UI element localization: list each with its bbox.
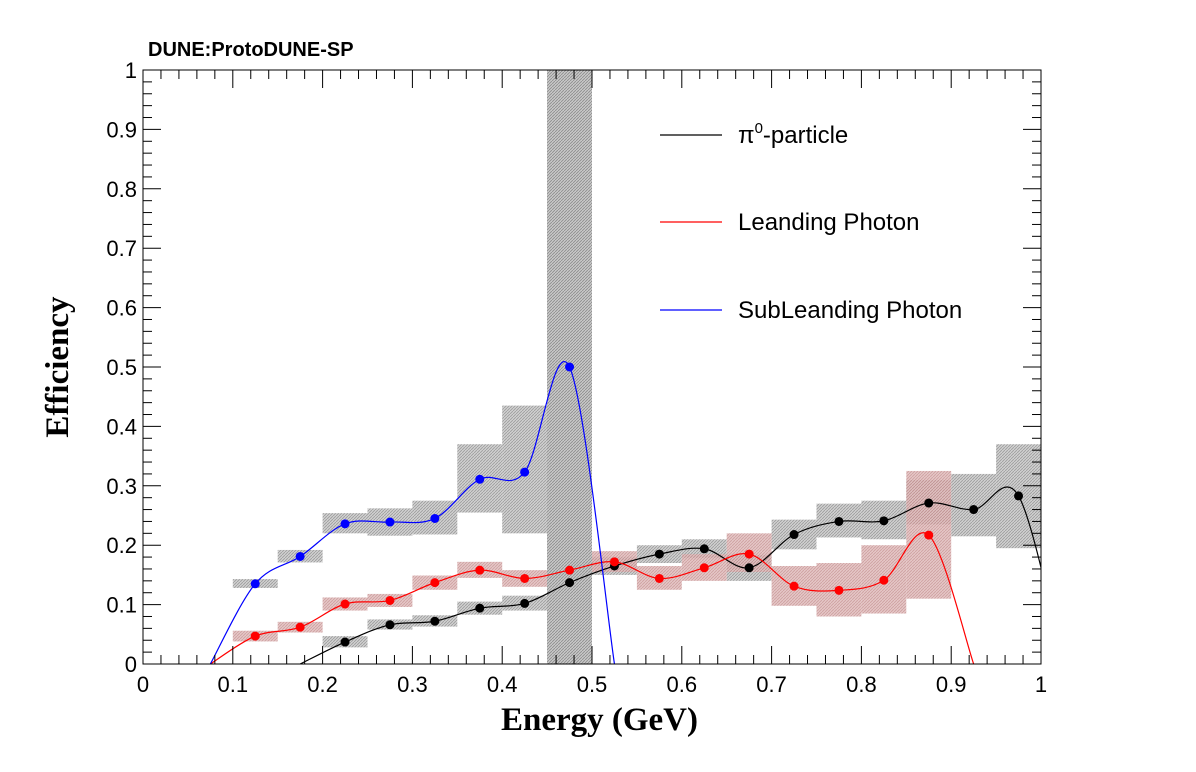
legend-label-pi0: π0-particle bbox=[738, 120, 848, 149]
axes: 0 0.1 0.2 0.3 0.4 0.5 0.6 0.7 0.8 0.9 1 0 0.1 0.2 0.3 0… bbox=[106, 58, 1047, 697]
point-leanding-photon-1 bbox=[295, 622, 305, 632]
legend-label-pi0-main: π bbox=[738, 122, 755, 149]
point-particle-12 bbox=[879, 516, 889, 526]
x-tick-label-3: 0.3 bbox=[397, 672, 428, 697]
legend-label-pi0-rest: -particle bbox=[763, 122, 848, 149]
point-leanding-photon-12 bbox=[789, 581, 799, 591]
y-tick-label-7: 0.7 bbox=[106, 236, 137, 261]
point-leanding-photon-11 bbox=[744, 549, 754, 559]
point-particle-10 bbox=[789, 530, 799, 540]
y-tick-label-4: 0.4 bbox=[106, 414, 137, 439]
x-tick-label-9: 0.9 bbox=[936, 672, 967, 697]
point-particle-7 bbox=[654, 549, 664, 559]
point-particle-14 bbox=[969, 505, 979, 515]
point-leanding-photon-13 bbox=[834, 585, 844, 595]
x-tick-label-8: 0.8 bbox=[846, 672, 877, 697]
point-particle-15 bbox=[1014, 491, 1024, 501]
point-particle-3 bbox=[475, 603, 485, 613]
point-subleanding-photon-6 bbox=[520, 467, 530, 477]
point-particle-2 bbox=[430, 616, 440, 626]
curve-subleanding-photon bbox=[209, 361, 616, 664]
y-tick-label-8: 0.8 bbox=[106, 177, 137, 202]
x-tick-label-2: 0.2 bbox=[307, 672, 338, 697]
y-tick-label-5: 0.5 bbox=[106, 355, 137, 380]
point-particle-13 bbox=[924, 498, 934, 508]
legend-label-leading-photon: Leanding Photon bbox=[738, 209, 920, 236]
point-subleanding-photon-7 bbox=[565, 362, 575, 372]
chart-header: DUNE:ProtoDUNE-SP bbox=[148, 39, 354, 61]
x-tick-label-0: 0 bbox=[137, 672, 149, 697]
x-axis-title: Energy (GeV) bbox=[501, 702, 698, 738]
y-axis-title: Efficiency bbox=[40, 296, 76, 438]
legend-label-subleading-photon: SubLeanding Photon bbox=[738, 297, 962, 324]
point-leanding-photon-9 bbox=[654, 573, 664, 583]
x-tick-label-4: 0.4 bbox=[487, 672, 518, 697]
x-tick-label-5: 0.5 bbox=[577, 672, 608, 697]
point-particle-4 bbox=[520, 598, 530, 608]
point-leanding-photon-5 bbox=[475, 565, 485, 575]
point-leanding-photon-2 bbox=[340, 599, 350, 609]
point-leanding-photon-8 bbox=[609, 557, 619, 567]
point-subleanding-photon-4 bbox=[430, 513, 440, 523]
point-subleanding-photon-0 bbox=[250, 579, 260, 589]
point-leanding-photon-15 bbox=[924, 530, 934, 540]
y-tick-label-1: 0.1 bbox=[106, 593, 137, 618]
point-leanding-photon-7 bbox=[565, 565, 575, 575]
point-particle-1 bbox=[385, 620, 395, 630]
point-subleanding-photon-5 bbox=[475, 474, 485, 484]
point-leanding-photon-10 bbox=[699, 563, 709, 573]
point-leanding-photon-0 bbox=[250, 631, 260, 641]
point-particle-11 bbox=[834, 516, 844, 526]
x-tick-label-7: 0.7 bbox=[756, 672, 787, 697]
point-subleanding-photon-3 bbox=[385, 517, 395, 527]
x-tick-label-6: 0.6 bbox=[667, 672, 698, 697]
y-tick-label-10: 1 bbox=[125, 58, 137, 83]
point-particle-5 bbox=[565, 578, 575, 588]
y-tick-label-6: 0.6 bbox=[106, 296, 137, 321]
point-particle-8 bbox=[699, 544, 709, 554]
x-tick-label-10: 1 bbox=[1035, 672, 1047, 697]
y-tick-label-3: 0.3 bbox=[106, 474, 137, 499]
y-tick-label-2: 0.2 bbox=[106, 533, 137, 558]
y-tick-label-0: 0 bbox=[125, 652, 137, 677]
point-particle-9 bbox=[744, 563, 754, 573]
legend-label-pi0-sup: 0 bbox=[755, 120, 763, 137]
x-tick-label-1: 0.1 bbox=[218, 672, 249, 697]
point-subleanding-photon-1 bbox=[295, 551, 305, 561]
legend: π0-particle Leanding Photon SubLeanding … bbox=[660, 120, 962, 324]
point-particle-0 bbox=[340, 637, 350, 647]
point-leanding-photon-6 bbox=[520, 573, 530, 583]
point-leanding-photon-14 bbox=[879, 575, 889, 585]
point-leanding-photon-3 bbox=[385, 595, 395, 605]
point-leanding-photon-4 bbox=[430, 578, 440, 588]
y-tick-label-9: 0.9 bbox=[106, 117, 137, 142]
point-subleanding-photon-2 bbox=[340, 519, 350, 529]
